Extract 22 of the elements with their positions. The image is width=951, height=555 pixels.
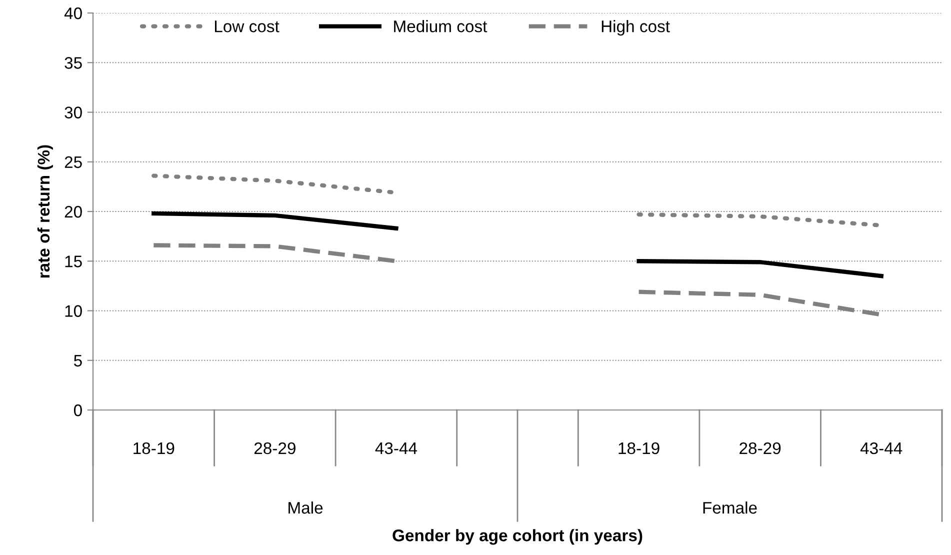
legend-label: High cost bbox=[602, 20, 670, 36]
y-tick-label: 30 bbox=[64, 106, 82, 118]
y-tick-label: 35 bbox=[64, 57, 82, 69]
text: Female bbox=[703, 501, 757, 514]
y-tick-label: 15 bbox=[65, 256, 82, 268]
y-tick-label: 0 bbox=[74, 404, 82, 416]
legend-label: Medium cost bbox=[394, 20, 488, 32]
x-tick-label: 43-44 bbox=[860, 442, 902, 454]
y-tick-label: 5 bbox=[74, 354, 82, 367]
x-tick-label: 28-29 bbox=[254, 442, 296, 454]
legend-label: Low cost bbox=[214, 20, 280, 32]
x-axis-title: Gender by age cohort (in years) bbox=[392, 529, 642, 545]
x-tick-label: 28-29 bbox=[740, 442, 781, 454]
x-tick-label: 18-19 bbox=[134, 442, 174, 454]
y-tick-label: 25 bbox=[64, 156, 82, 168]
y-tick-label: 40 bbox=[64, 7, 82, 20]
x-tick-label: 43-44 bbox=[375, 442, 418, 454]
y-tick-label: 10 bbox=[65, 305, 82, 317]
y-axis-title: rate of return (%) bbox=[37, 145, 53, 278]
x-tick-label: 18-19 bbox=[618, 442, 660, 454]
y-tick-label: 20 bbox=[64, 206, 82, 218]
text: Male bbox=[288, 501, 323, 514]
